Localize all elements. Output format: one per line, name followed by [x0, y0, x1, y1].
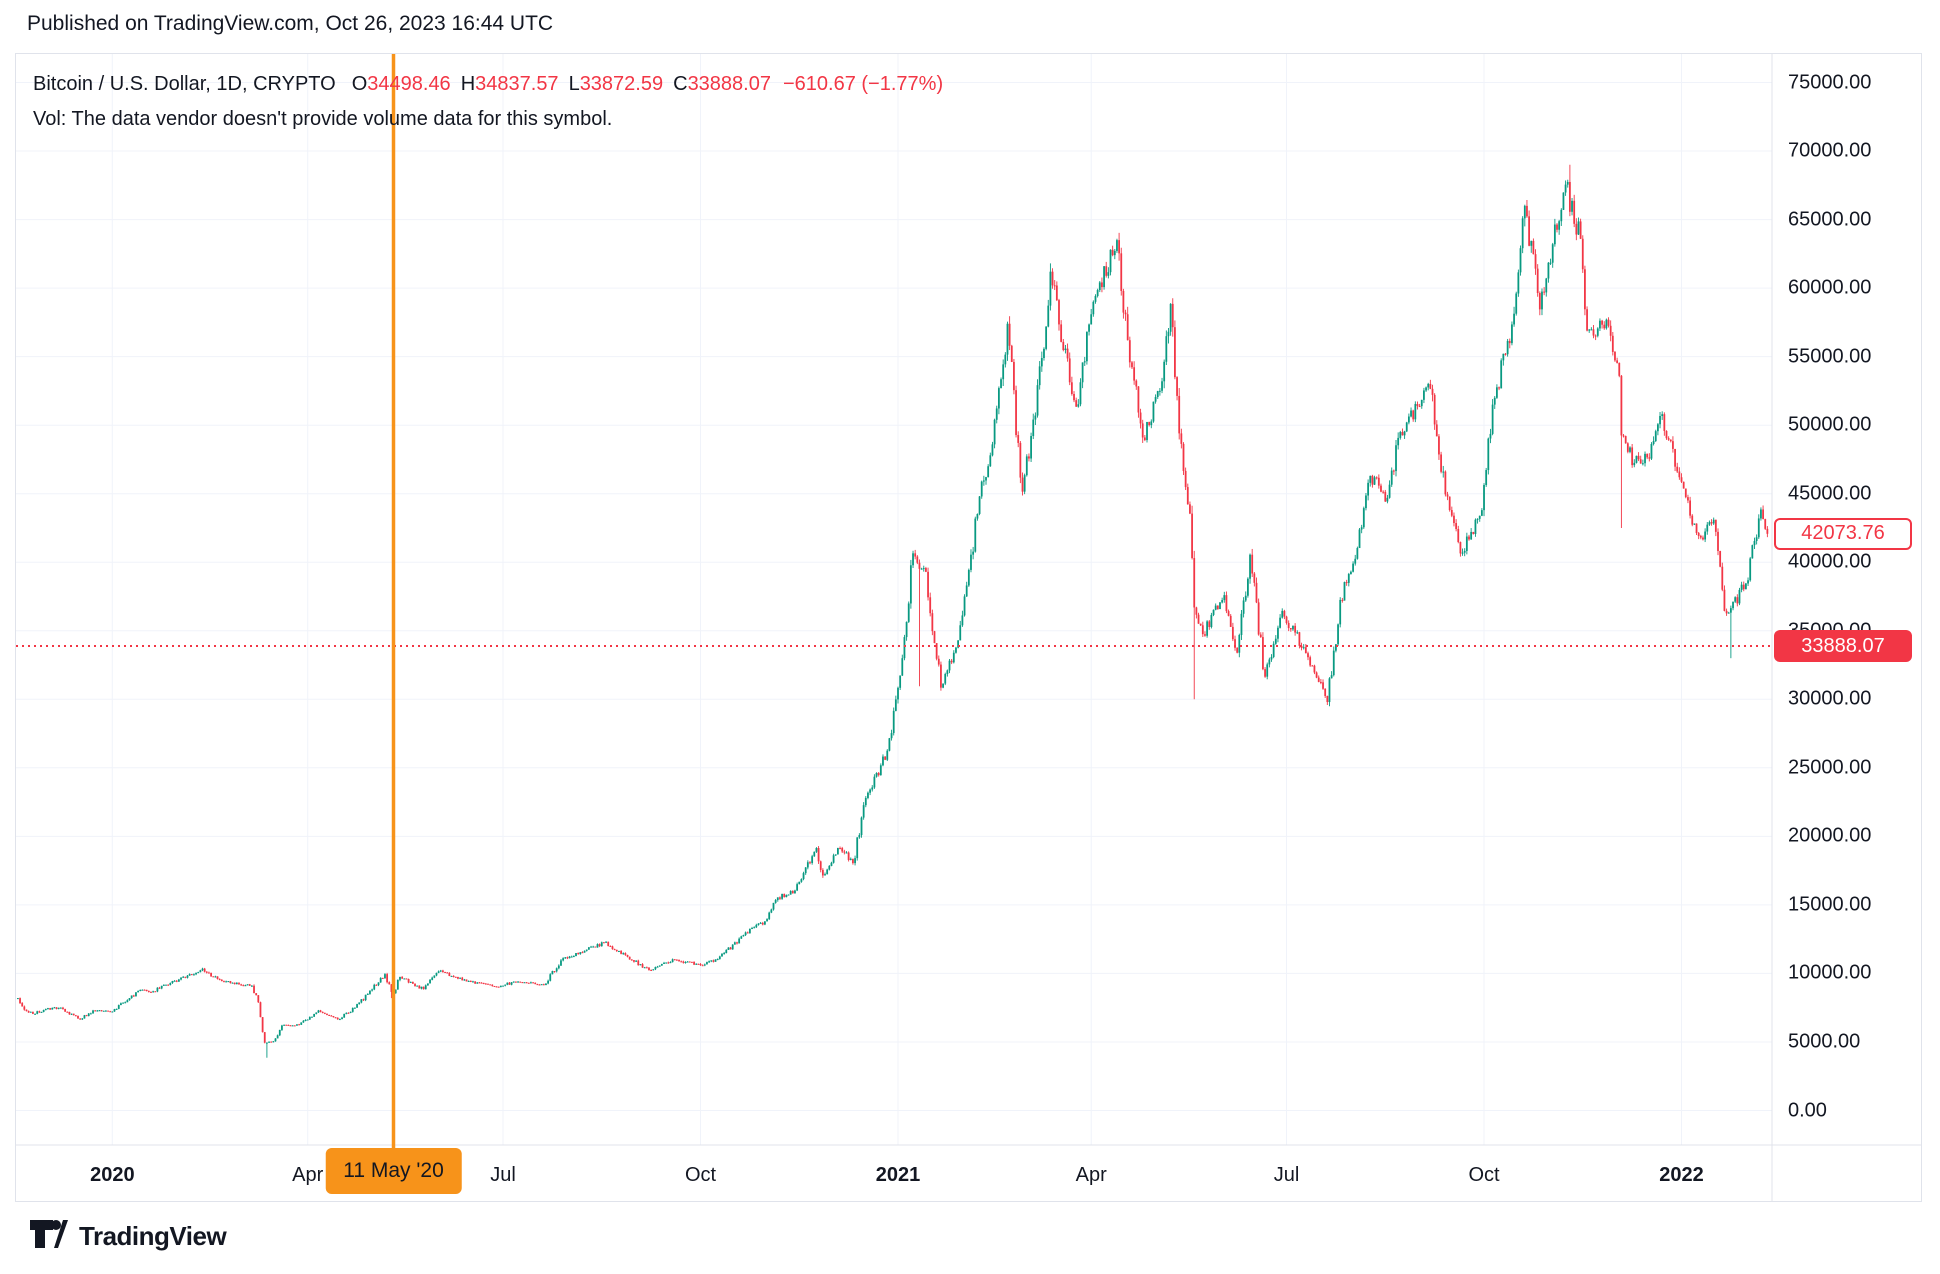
price-tick-label: 75000.00: [1788, 71, 1872, 93]
time-tick-label: 2021: [875, 1164, 921, 1186]
price-tick-label: 30000.00: [1788, 687, 1872, 710]
ohlc-low: L33872.59: [568, 73, 664, 95]
time-tick-label: Jul: [1273, 1164, 1300, 1186]
price-tick-label: 5000.00: [1788, 1030, 1861, 1053]
footer-brand[interactable]: TradingView: [30, 1218, 227, 1255]
tradingview-logo-icon: [30, 1218, 68, 1255]
brand-name: TradingView: [79, 1221, 227, 1251]
time-tick-label: Apr: [292, 1164, 324, 1186]
grid: [15, 53, 1921, 1201]
price-tick-label: 65000.00: [1788, 208, 1872, 231]
time-tick-label: Oct: [684, 1164, 717, 1186]
ohlc-close: C33888.07: [673, 73, 771, 95]
ohlc-open: O34498.46: [351, 73, 451, 95]
last-price-tag: 33888.07: [1774, 630, 1912, 662]
price-tick-label: 25000.00: [1788, 756, 1872, 779]
time-tick-label: 2022: [1659, 1164, 1704, 1186]
price-tick-label: 45000.00: [1788, 482, 1872, 505]
price-tick-label: 10000.00: [1788, 961, 1872, 984]
price-tick-label: 70000.00: [1788, 139, 1872, 162]
change-value: −610.67 (−1.77%): [782, 73, 944, 95]
candles: [16, 164, 1769, 1058]
event-marker-label[interactable]: 11 May '20: [325, 1148, 462, 1194]
volume-note: Vol: The data vendor doesn't provide vol…: [33, 108, 613, 130]
counter-price-tag: 42073.76: [1774, 517, 1912, 550]
price-tick-label: 20000.00: [1788, 824, 1872, 847]
time-tick-label: Apr: [1075, 1164, 1107, 1186]
price-tick-label: 60000.00: [1788, 276, 1872, 299]
published-note: Published on TradingView.com, Oct 26, 20…: [27, 12, 554, 35]
price-tick-label: 55000.00: [1788, 345, 1872, 368]
price-tick-label: 15000.00: [1788, 893, 1872, 916]
price-tick-label: 50000.00: [1788, 413, 1872, 436]
legend: Bitcoin / U.S. Dollar, 1D, CRYPTO O34498.…: [33, 71, 943, 132]
price-tick-label: 0.00: [1788, 1099, 1827, 1121]
time-tick-label: Jul: [490, 1164, 516, 1186]
time-tick-label: 2020: [90, 1164, 135, 1186]
price-tick-label: 40000.00: [1788, 550, 1872, 573]
chart-card: [15, 53, 1922, 1202]
ohlc-high: H34837.57: [460, 73, 559, 95]
symbol-title[interactable]: Bitcoin / U.S. Dollar, 1D, CRYPTO: [33, 73, 336, 95]
time-tick-label: Oct: [1468, 1164, 1500, 1186]
